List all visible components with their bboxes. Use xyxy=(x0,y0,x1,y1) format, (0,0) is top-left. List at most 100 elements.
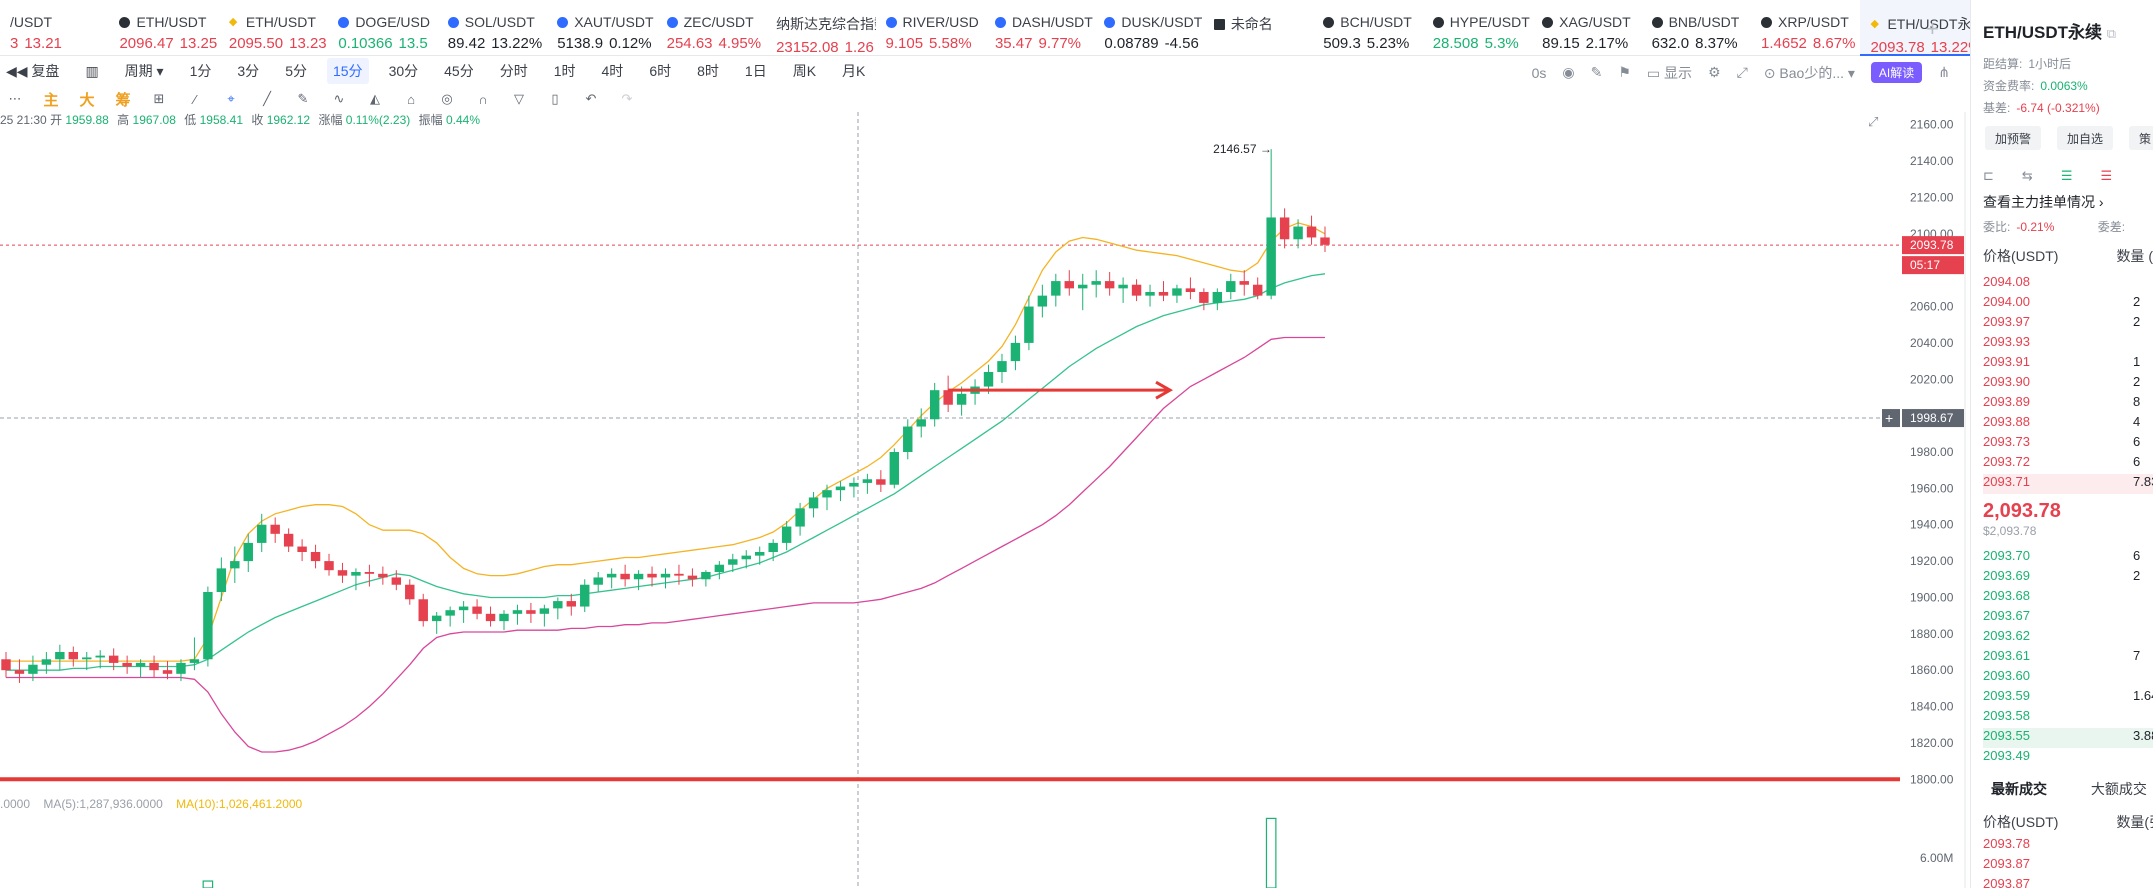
indicator-icon[interactable]: ⊞ xyxy=(153,91,165,106)
orderbook-row[interactable]: 2093.73 6 xyxy=(1983,434,2153,454)
orderbook-row[interactable]: 2093.78 xyxy=(1983,836,2153,856)
period-option[interactable]: 1日 xyxy=(744,63,767,79)
replay-button[interactable]: ◀◀ 复盘 xyxy=(6,63,60,79)
chart-type-button[interactable]: ▥ xyxy=(85,62,99,79)
ticker-tab[interactable]: /USDT 3 13.21 xyxy=(0,0,109,56)
add-watchlist-button[interactable]: 加自选 xyxy=(2057,126,2114,150)
orderbook-row[interactable]: 2093.49 xyxy=(1983,748,2153,768)
orderbook-row[interactable]: 2093.87 xyxy=(1983,876,2153,888)
orderbook-row[interactable]: 2093.91 1 xyxy=(1983,354,2153,374)
ticker-tab[interactable]: RIVER/USD 9.105 5.58% xyxy=(876,0,985,56)
main-orders-link[interactable]: 查看主力挂单情况 › xyxy=(1983,194,2104,210)
draw-big-button[interactable]: 大 xyxy=(79,91,95,109)
line-tool-icon[interactable]: ╱ xyxy=(263,91,271,106)
ticker-tab[interactable]: ETH/USDT 2096.47 13.25 xyxy=(109,0,218,56)
book-bids-icon[interactable]: ☰ xyxy=(2060,168,2073,183)
ticker-tab[interactable]: DOGE/USD 0.10366 13.5 xyxy=(328,0,437,56)
orderbook-row[interactable]: 2093.72 6 xyxy=(1983,454,2153,474)
ai-read-button[interactable]: AI解读 xyxy=(1870,62,1923,83)
period-option[interactable]: 分时 xyxy=(499,63,528,79)
crosshair-icon[interactable]: ⌖ xyxy=(227,91,235,106)
eye-icon[interactable]: ◎ xyxy=(441,91,453,106)
period-option[interactable]: 15分 xyxy=(326,58,369,84)
orderbook-row[interactable]: 2093.60 xyxy=(1983,668,2153,688)
camera-icon[interactable]: ◉ xyxy=(1562,64,1575,80)
flag-icon[interactable]: ⚑ xyxy=(1618,64,1631,80)
orderbook-row[interactable]: 2093.69 2 xyxy=(1983,568,2153,588)
add-tab-icon[interactable]: + xyxy=(1926,16,1939,41)
wave-icon[interactable]: ∿ xyxy=(333,91,345,106)
orderbook-row[interactable]: 2093.93 xyxy=(1983,334,2153,354)
share-icon[interactable]: ⋔ xyxy=(1938,64,1950,80)
add-alert-button[interactable]: 加预警 xyxy=(1985,126,2042,150)
ticker-tab[interactable]: ZEC/USDT 254.63 4.95% xyxy=(657,0,766,56)
period-option[interactable]: 周K xyxy=(792,63,817,79)
ticker-tab[interactable]: BNB/USDT 632.0 8.37% xyxy=(1642,0,1751,56)
orderbook-row[interactable]: 2093.68 xyxy=(1983,588,2153,608)
orderbook-row[interactable]: 2093.59 1.64 xyxy=(1983,688,2153,708)
draw-chip-button[interactable]: 筹 xyxy=(115,91,131,109)
ticker-tab[interactable]: SOL/USDT 89.42 13.22% xyxy=(438,0,547,56)
orderbook-row[interactable]: 2093.89 8 xyxy=(1983,394,2153,414)
ticker-tab[interactable]: DUSK/USDT 0.08789 -4.56 xyxy=(1094,0,1203,56)
pen-icon[interactable]: ✎ xyxy=(1590,64,1603,80)
orderbook-row[interactable]: 2093.61 7 xyxy=(1983,648,2153,668)
filter-icon[interactable]: ▽ xyxy=(514,91,524,106)
undo-icon[interactable]: ↶ xyxy=(585,91,597,106)
settings-icon[interactable]: ⚙ xyxy=(1708,64,1721,80)
strategy-button[interactable]: 策 xyxy=(2129,126,2153,150)
orderbook-row[interactable]: 2093.87 xyxy=(1983,856,2153,876)
orderbook-row[interactable]: 2093.58 xyxy=(1983,708,2153,728)
period-dropdown[interactable]: 周期 ▾ xyxy=(124,63,164,79)
ticker-tab[interactable]: XRP/USDT 1.4652 8.67% xyxy=(1751,0,1860,56)
period-option[interactable]: 8时 xyxy=(697,63,719,79)
lock-icon[interactable]: ⌂ xyxy=(407,91,415,107)
orderbook-row[interactable]: 2093.97 2 xyxy=(1983,314,2153,334)
display-button[interactable]: ▭ 显示 xyxy=(1646,64,1693,81)
tab-latest-trades[interactable]: 最新成交 xyxy=(1991,781,2047,797)
fullscreen-icon[interactable]: ⤢ xyxy=(1736,64,1748,80)
draw-main-button[interactable]: 主 xyxy=(43,91,59,109)
brush-icon[interactable]: ⁄ xyxy=(193,91,197,107)
orderbook-row[interactable]: 2093.55 3.88 xyxy=(1983,728,2153,748)
period-option[interactable]: 45分 xyxy=(444,63,474,79)
book-both-icon[interactable]: ⇆ xyxy=(2021,168,2033,183)
magnet-icon[interactable]: ∩ xyxy=(478,91,488,107)
orderbook-row[interactable]: 2093.67 xyxy=(1983,608,2153,628)
pencil-icon[interactable]: ✎ xyxy=(297,91,309,106)
ticker-tab[interactable]: 纳斯达克综合指数 23152.08 1.26 xyxy=(766,0,875,56)
period-option[interactable]: 30分 xyxy=(388,63,419,79)
price-chart[interactable]: 2160.002140.002120.002100.002080.002060.… xyxy=(0,112,1970,888)
period-option[interactable]: 1时 xyxy=(553,63,576,79)
redo-icon[interactable]: ↷ xyxy=(621,91,633,106)
orderbook-row[interactable]: 2093.88 4 xyxy=(1983,414,2153,434)
period-option[interactable]: 5分 xyxy=(285,63,307,79)
period-option[interactable]: 6时 xyxy=(649,63,672,79)
book-asks-icon[interactable]: ☰ xyxy=(2100,168,2113,183)
ticker-tab[interactable]: BCH/USDT 509.3 5.23% xyxy=(1313,0,1422,56)
ticker-tab[interactable]: 未命名 xyxy=(1204,0,1313,56)
orderbook-row[interactable]: 2093.90 2 xyxy=(1983,374,2153,394)
orderbook-row[interactable]: 2094.08 xyxy=(1983,274,2153,294)
orderbook-row[interactable]: 2094.00 2 xyxy=(1983,294,2153,314)
copy-icon[interactable]: ⧉ xyxy=(2106,26,2117,41)
ticker-tab[interactable]: XAUT/USDT 5138.9 0.12% xyxy=(547,0,656,56)
tab-large-trades[interactable]: 大额成交 xyxy=(2090,781,2147,797)
period-option[interactable]: 1分 xyxy=(189,63,212,79)
pattern-icon[interactable]: ◭ xyxy=(370,91,380,106)
period-option[interactable]: 3分 xyxy=(237,63,260,79)
orderbook-row[interactable]: 2093.71 7.83 xyxy=(1983,474,2153,494)
orderbook-row[interactable]: 2093.62 xyxy=(1983,628,2153,648)
ticker-tab[interactable]: ◆ ETH/USDT 2095.50 13.23 xyxy=(219,0,328,56)
trash-icon[interactable]: ▯ xyxy=(551,91,559,106)
ticker-tab[interactable]: HYPE/USDT 28.508 5.3% xyxy=(1423,0,1532,56)
ticker-tab[interactable]: DASH/USDT 35.47 9.77% xyxy=(985,0,1094,56)
period-option[interactable]: 月K xyxy=(842,63,866,79)
ticker-tab[interactable]: XAG/USDT 89.15 2.17% xyxy=(1532,0,1641,56)
more-icon[interactable]: ⋯ xyxy=(8,91,22,106)
user-dropdown[interactable]: ⊙ Bao少的... ▾ xyxy=(1763,64,1855,81)
orderbook-row[interactable]: 2093.70 6 xyxy=(1983,548,2153,568)
period-option[interactable]: 4时 xyxy=(601,63,624,79)
ticker-tab[interactable]: ◆ ETH/USDT永续 2093.78 13.22% xyxy=(1860,0,1970,56)
book-view-icon[interactable]: ⊏ xyxy=(1983,168,1994,183)
